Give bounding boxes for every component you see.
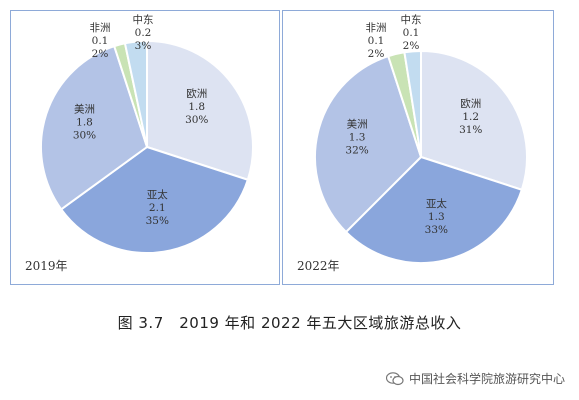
slice-label-2022-3: 非洲 0.1 2% [366,22,387,60]
pie-svg-2022: 欧洲 1.2 31% 亚太 1.3 33% 美洲 1.3 32% 非洲 0.1 2% 中东 0.1 2% [314,13,528,264]
slice-label-2019-1: 亚太 2.1 35% [146,188,169,227]
pie-slice-2019-2 [40,44,149,211]
pie-chart-2019: 欧洲 1.8 30% 亚太 2.1 35% 美洲 1.8 30% 非洲 0.1 2% 中东 0.2 3% 2… [10,10,280,285]
slice-label-2019-2: 美洲 1.8 30% [73,103,96,142]
slice-label-2019-4: 中东 0.2 3% [133,13,154,52]
slice-label-2022-0: 欧洲 1.2 31% [459,98,482,136]
pie-slice-2019-1 [59,145,250,254]
year-label-2019: 2019年 [25,259,68,273]
slice-label-2022-4: 中东 0.1 2% [401,13,422,52]
slice-label-2019-3: 非洲 0.1 2% [90,22,111,60]
pie-chart-2022: 欧洲 1.2 31% 亚太 1.3 33% 美洲 1.3 32% 非洲 0.1 2% 中东 0.1 2% 2… [282,10,554,285]
watermark-text: 中国社会科学院旅游研究中心 [408,372,565,386]
pie-slice-2019-0 [146,39,254,182]
slice-label-2022-2: 美洲 1.3 32% [345,118,368,157]
pie-slice-2022-1 [344,155,524,264]
pie-slice-2022-0 [420,49,528,192]
slice-label-2019-0: 欧洲 1.8 30% [185,88,208,126]
figure-caption: 图 3.7 2019 年和 2022 年五大区域旅游总收入 [117,314,462,332]
pie-slice-2022-2 [314,54,423,234]
slice-label-2022-1: 亚太 1.3 33% [425,197,448,236]
pie-slice-2022-4 [403,49,422,158]
year-label-2022: 2022年 [297,259,340,273]
wechat-icon [385,371,404,385]
pie-svg-2019: 欧洲 1.8 30% 亚太 2.1 35% 美洲 1.8 30% 非洲 0.1 2% 中东 0.2 3% [40,13,254,254]
watermark: 中国社会科学院旅游研究中心 [385,370,565,387]
pie-slice-2019-4 [123,39,148,148]
